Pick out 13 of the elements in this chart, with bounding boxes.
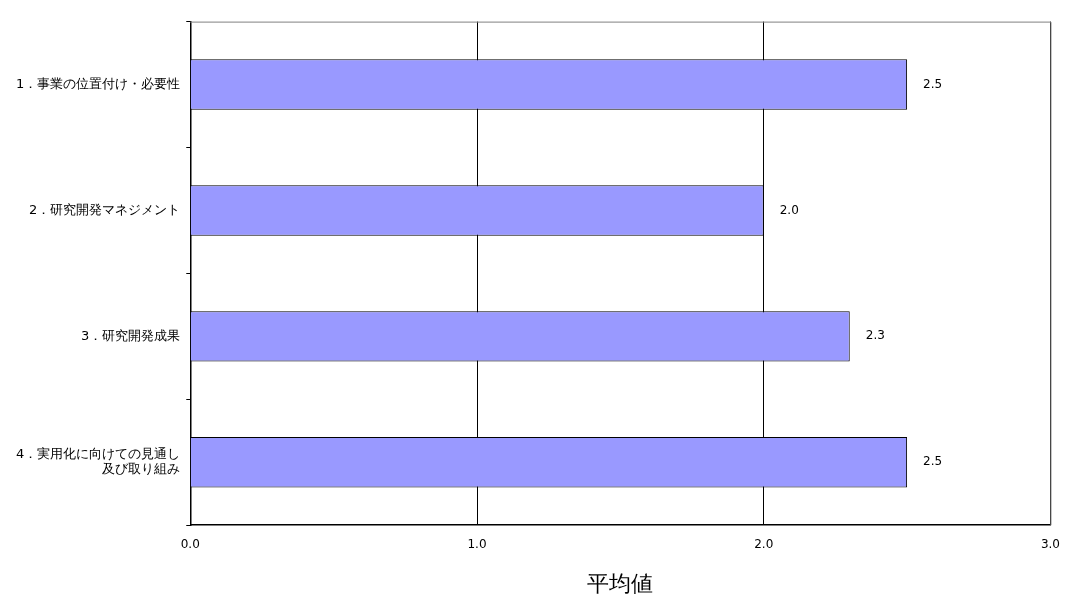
x-tick-label: 1.0 — [467, 536, 487, 551]
x-tick-label: 0.0 — [180, 536, 200, 551]
data-label: 2.5 — [923, 76, 943, 91]
x-tick-label: 2.0 — [754, 536, 774, 551]
data-label: 2.0 — [779, 202, 799, 217]
y-tick-label: 1．事業の位置付け・必要性 — [15, 75, 181, 91]
y-tick-label: 3．研究開発成果 — [80, 327, 181, 343]
data-label: 2.3 — [865, 328, 885, 343]
y-tick-label: 2．研究開発マネジメント — [28, 201, 181, 217]
x-tick-label: 3.0 — [1040, 536, 1060, 551]
data-label: 2.5 — [923, 454, 943, 469]
y-tick-label: 4．実用化に向けての見通し及び取り組み — [15, 445, 181, 477]
x-axis-title: 平均値 — [587, 570, 654, 596]
